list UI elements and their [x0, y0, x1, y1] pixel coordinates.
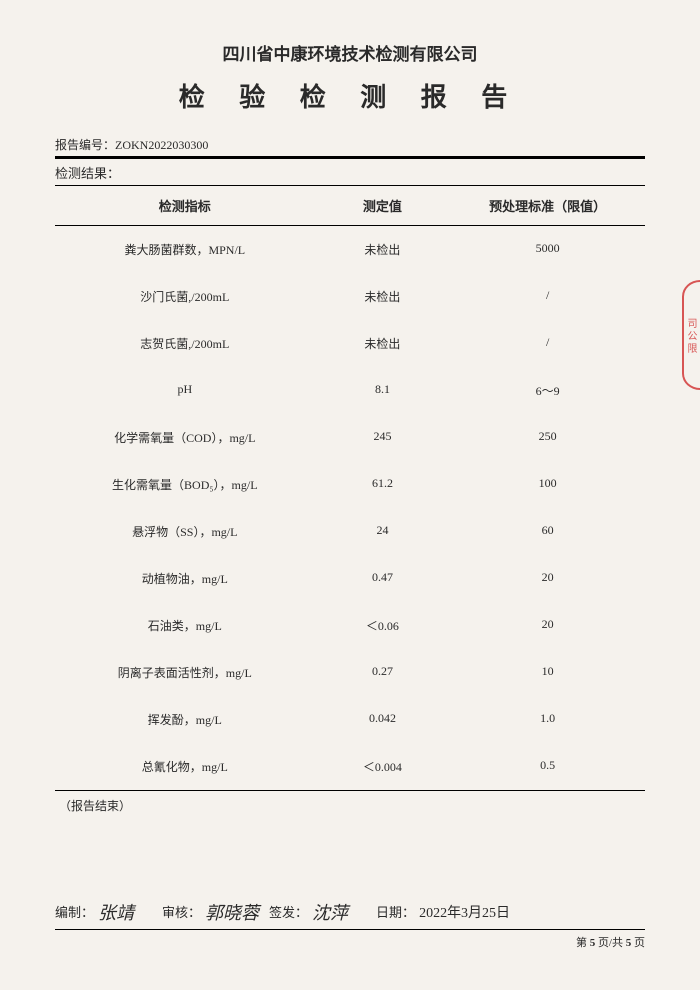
cell-indicator: 生化需氧量（BOD₅），mg/L: [55, 476, 315, 493]
pager-mid: 页/共: [595, 937, 626, 949]
cell-indicator: 粪大肠菌群数，MPN/L: [55, 241, 315, 258]
table-row: 粪大肠菌群数，MPN/L未检出5000: [55, 226, 645, 273]
header-limit: 预处理标准（限值）: [450, 196, 645, 215]
cell-limit: 20: [450, 570, 645, 587]
cell-indicator: 动植物油，mg/L: [55, 570, 315, 587]
footer: 编制： 张靖 审核： 郭晓蓉 签发： 沈萍 日期： 2022年3月25日 第 5…: [55, 897, 645, 950]
cell-indicator: 志贺氏菌,/200mL: [55, 335, 315, 352]
cell-value: ＜0.004: [315, 758, 451, 775]
issued-label: 签发：: [269, 902, 308, 921]
cell-value: 0.47: [315, 570, 451, 587]
cell-value: 未检出: [315, 241, 451, 258]
cell-limit: /: [450, 335, 645, 352]
cell-value: 245: [315, 429, 451, 446]
reviewed-signature: 郭晓蓉: [205, 899, 265, 925]
cell-limit: 100: [450, 476, 645, 493]
prepared-signature: 张靖: [98, 899, 158, 925]
table-row: 志贺氏菌,/200mL未检出/: [55, 320, 645, 367]
table-row: 悬浮物（SS），mg/L2460: [55, 508, 645, 555]
issued-signature: 沈萍: [312, 899, 372, 925]
cell-limit: 10: [450, 664, 645, 681]
table-row: 阴离子表面活性剂，mg/L0.2710: [55, 649, 645, 696]
cell-limit: 0.5: [450, 758, 645, 775]
table-row: pH8.16～9: [55, 367, 645, 414]
date-value: 2022年3月25日: [419, 902, 510, 922]
company-name: 四川省中康环境技术检测有限公司: [55, 40, 645, 65]
report-end-note: （报告结束）: [55, 797, 645, 814]
table-row: 石油类，mg/L＜0.0620: [55, 602, 645, 649]
table-row: 生化需氧量（BOD₅），mg/L61.2100: [55, 461, 645, 508]
cell-limit: 5000: [450, 241, 645, 258]
seal-edge: 司 公 限: [682, 280, 700, 390]
cell-limit: 1.0: [450, 711, 645, 728]
reviewed-label: 审核：: [162, 902, 201, 921]
cell-indicator: 沙门氏菌,/200mL: [55, 288, 315, 305]
cell-limit: 6～9: [450, 382, 645, 399]
cell-value: 61.2: [315, 476, 451, 493]
cell-indicator: 悬浮物（SS），mg/L: [55, 523, 315, 540]
cell-value: 8.1: [315, 382, 451, 399]
cell-limit: 60: [450, 523, 645, 540]
cell-limit: 20: [450, 617, 645, 634]
cell-limit: 250: [450, 429, 645, 446]
cell-indicator: 阴离子表面活性剂，mg/L: [55, 664, 315, 681]
cell-value: 未检出: [315, 335, 451, 352]
cell-indicator: 挥发酚，mg/L: [55, 711, 315, 728]
cell-value: 0.042: [315, 711, 451, 728]
pager-prefix: 第: [576, 937, 590, 949]
report-title: 检 验 检 测 报 告: [55, 77, 645, 114]
cell-value: 0.27: [315, 664, 451, 681]
cell-value: ＜0.06: [315, 617, 451, 634]
cell-value: 24: [315, 523, 451, 540]
table-body: 粪大肠菌群数，MPN/L未检出5000沙门氏菌,/200mL未检出/志贺氏菌,/…: [55, 226, 645, 791]
pager-suffix: 页: [631, 937, 645, 949]
cell-limit: /: [450, 288, 645, 305]
report-no-label: 报告编号：: [55, 138, 115, 152]
result-section-label: 检测结果：: [55, 161, 645, 186]
date-label: 日期：: [376, 902, 415, 921]
table-row: 总氰化物，mg/L＜0.0040.5: [55, 743, 645, 790]
table-row: 沙门氏菌,/200mL未检出/: [55, 273, 645, 320]
report-number-line: 报告编号：ZOKN2022030300: [55, 136, 645, 159]
cell-indicator: 化学需氧量（COD），mg/L: [55, 429, 315, 446]
table-header: 检测指标 测定值 预处理标准（限值）: [55, 186, 645, 226]
table-row: 挥发酚，mg/L0.0421.0: [55, 696, 645, 743]
table-row: 动植物油，mg/L0.4720: [55, 555, 645, 602]
report-no-value: ZOKN2022030300: [115, 138, 208, 152]
cell-indicator: pH: [55, 382, 315, 399]
header-indicator: 检测指标: [55, 196, 315, 215]
cell-indicator: 石油类，mg/L: [55, 617, 315, 634]
header-value: 测定值: [315, 196, 451, 215]
cell-indicator: 总氰化物，mg/L: [55, 758, 315, 775]
signature-line: 编制： 张靖 审核： 郭晓蓉 签发： 沈萍 日期： 2022年3月25日: [55, 897, 645, 930]
page-indicator: 第 5 页/共 5 页: [55, 934, 645, 950]
prepared-label: 编制：: [55, 902, 94, 921]
table-row: 化学需氧量（COD），mg/L245250: [55, 414, 645, 461]
cell-value: 未检出: [315, 288, 451, 305]
